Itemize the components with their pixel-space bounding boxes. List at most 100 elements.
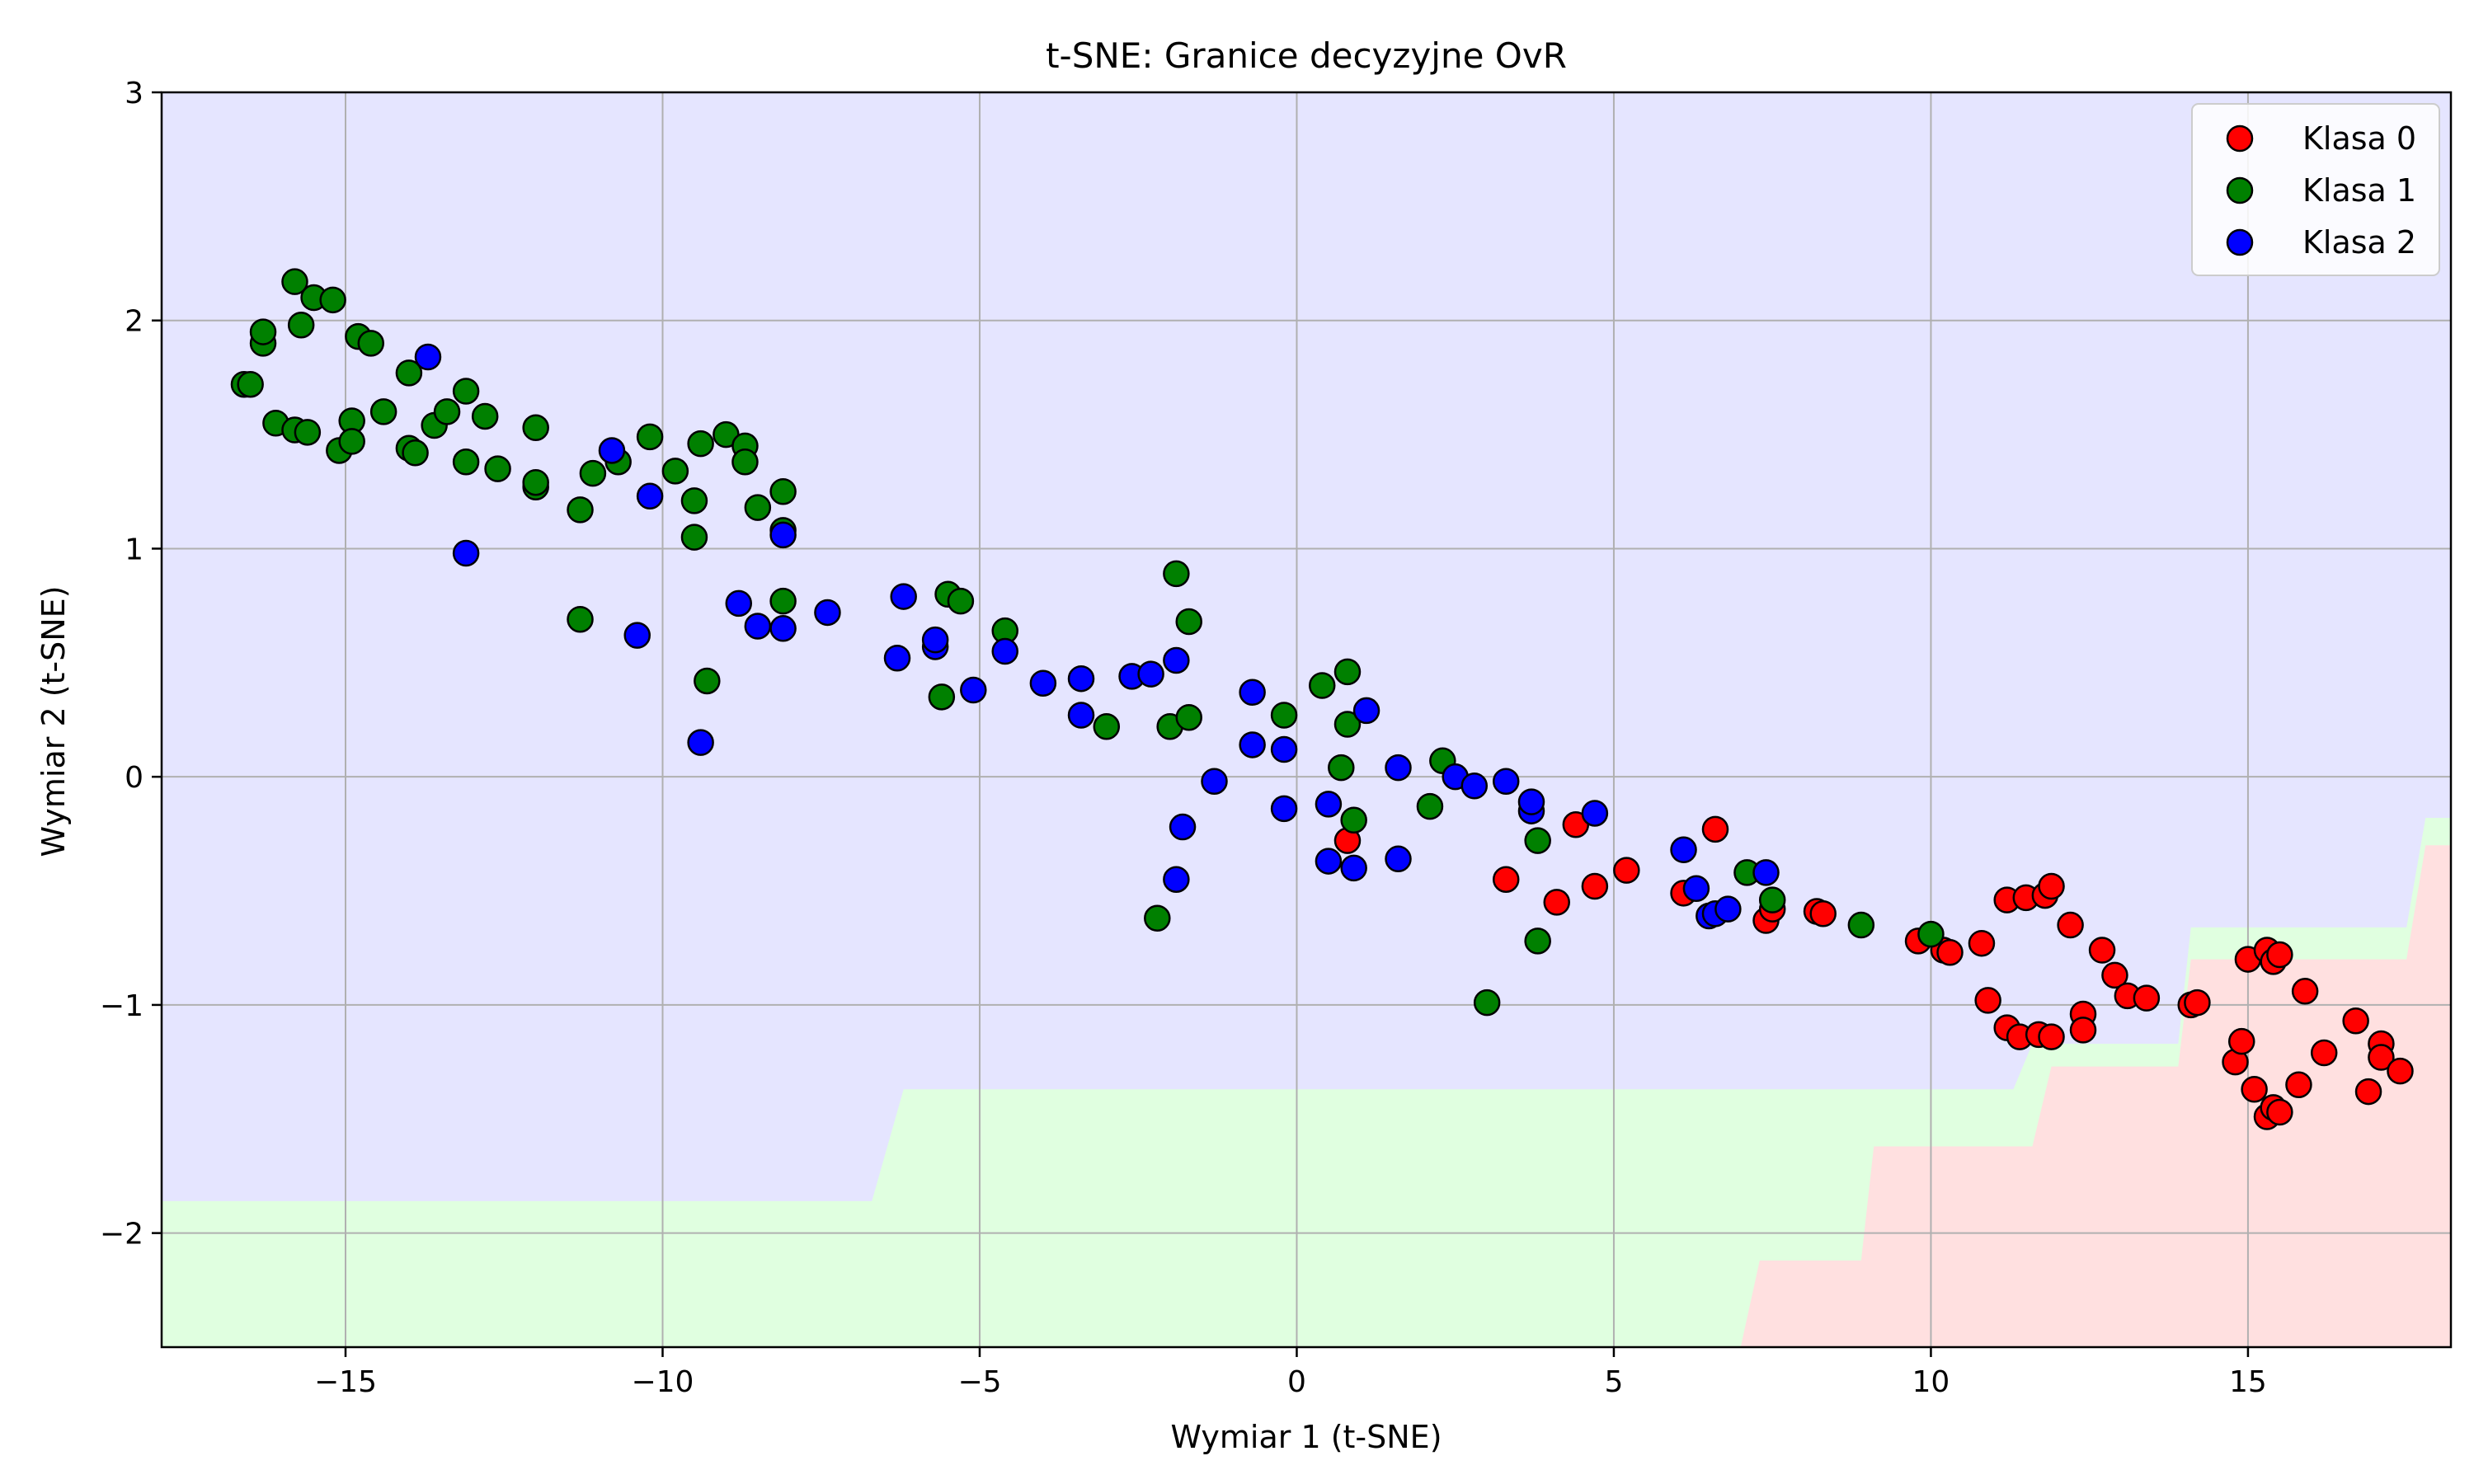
point-klasa-1 [249, 318, 277, 345]
point-klasa-0 [2057, 911, 2084, 939]
point-klasa-2 [1029, 669, 1057, 697]
point-klasa-1 [1473, 989, 1501, 1017]
x-tick-label: 15 [2229, 1365, 2267, 1399]
point-klasa-2 [623, 622, 651, 649]
legend-label: Klasa 2 [2302, 224, 2416, 261]
point-klasa-2 [1714, 895, 1742, 923]
point-klasa-1 [1308, 672, 1336, 699]
point-klasa-2 [1315, 791, 1343, 818]
point-klasa-0 [2266, 941, 2293, 969]
point-klasa-2 [636, 482, 664, 510]
point-klasa-0 [2038, 1023, 2065, 1050]
point-klasa-1 [281, 268, 308, 295]
point-klasa-1 [579, 459, 607, 487]
legend-label: Klasa 0 [2302, 120, 2416, 157]
point-klasa-1 [1847, 911, 1875, 939]
point-klasa-2 [1239, 731, 1266, 758]
point-klasa-0 [1809, 899, 1837, 928]
point-klasa-0 [2241, 1076, 2268, 1103]
point-klasa-1 [294, 419, 322, 446]
point-klasa-2 [1270, 795, 1298, 823]
point-klasa-1 [769, 478, 797, 505]
point-klasa-2 [960, 676, 987, 704]
point-klasa-2 [1752, 859, 1780, 886]
point-klasa-2 [1163, 866, 1190, 893]
point-klasa-1 [433, 398, 461, 425]
point-klasa-2 [1670, 836, 1697, 863]
point-klasa-1 [369, 398, 397, 425]
point-klasa-0 [2101, 961, 2128, 989]
y-tick-label: 2 [125, 305, 143, 339]
point-klasa-0 [2387, 1057, 2414, 1085]
point-klasa-2 [1067, 665, 1095, 693]
point-klasa-1 [1340, 806, 1367, 834]
point-klasa-2 [769, 521, 797, 549]
point-klasa-0 [2342, 1007, 2369, 1035]
point-klasa-1 [452, 378, 480, 405]
point-klasa-1 [680, 524, 708, 551]
point-klasa-2 [1385, 845, 1412, 873]
point-klasa-2 [598, 437, 626, 464]
point-klasa-2 [890, 583, 917, 610]
point-klasa-1 [731, 448, 759, 476]
point-klasa-1 [1524, 928, 1551, 955]
point-klasa-2 [1340, 854, 1367, 882]
point-klasa-1 [338, 428, 365, 455]
point-klasa-1 [357, 330, 385, 357]
point-klasa-2 [687, 729, 714, 756]
point-klasa-1 [769, 587, 797, 615]
point-klasa-0 [1974, 987, 2001, 1014]
point-klasa-2 [452, 539, 480, 567]
legend-marker [2226, 176, 2254, 204]
point-klasa-2 [1137, 660, 1164, 688]
point-klasa-1 [947, 587, 975, 615]
point-klasa-0 [1701, 815, 1729, 843]
point-klasa-1 [636, 423, 664, 451]
legend-marker [2226, 124, 2254, 153]
point-klasa-0 [2038, 872, 2065, 900]
point-klasa-0 [1492, 866, 1520, 893]
x-tick-label: −15 [314, 1365, 377, 1399]
point-klasa-2 [1315, 848, 1343, 875]
point-klasa-2 [1201, 768, 1228, 795]
point-klasa-1 [567, 496, 594, 524]
point-klasa-1 [661, 458, 689, 485]
point-klasa-1 [1093, 713, 1121, 740]
point-klasa-1 [1144, 904, 1171, 932]
y-tick-label: −2 [100, 1218, 143, 1252]
point-klasa-0 [1968, 929, 1996, 957]
point-klasa-1 [744, 494, 772, 521]
point-klasa-1 [1416, 792, 1444, 820]
legend-marker [2226, 228, 2254, 256]
point-klasa-1 [471, 402, 499, 430]
point-klasa-1 [402, 439, 429, 467]
legend-label: Klasa 1 [2302, 172, 2416, 209]
point-klasa-1 [287, 312, 315, 339]
y-axis-label: Wymiar 2 (t-SNE) [35, 585, 72, 857]
x-tick-label: 5 [1604, 1365, 1623, 1399]
y-tick-label: 1 [125, 533, 143, 566]
scatter-points [230, 268, 2414, 1130]
plot-area-frame [160, 91, 2453, 1349]
point-klasa-0 [1936, 939, 1964, 966]
legend: Klasa 0 Klasa 1 Klasa 2 [2191, 103, 2440, 276]
point-klasa-0 [2184, 989, 2211, 1017]
point-klasa-1 [1328, 754, 1355, 782]
point-klasa-1 [680, 487, 708, 514]
point-klasa-2 [744, 613, 772, 640]
point-klasa-2 [1682, 875, 1710, 903]
point-klasa-2 [814, 599, 841, 627]
point-klasa-2 [1385, 754, 1412, 782]
point-klasa-0 [2069, 1017, 2097, 1044]
point-klasa-1 [1333, 711, 1362, 738]
point-klasa-1 [319, 286, 346, 314]
x-tick-label: 0 [1287, 1365, 1306, 1399]
point-klasa-0 [2291, 978, 2319, 1005]
point-klasa-0 [2368, 1044, 2395, 1071]
point-klasa-1 [237, 370, 264, 398]
point-klasa-1 [452, 448, 480, 476]
point-klasa-1 [1524, 827, 1551, 854]
point-klasa-1 [928, 683, 956, 711]
point-klasa-0 [2285, 1071, 2312, 1099]
